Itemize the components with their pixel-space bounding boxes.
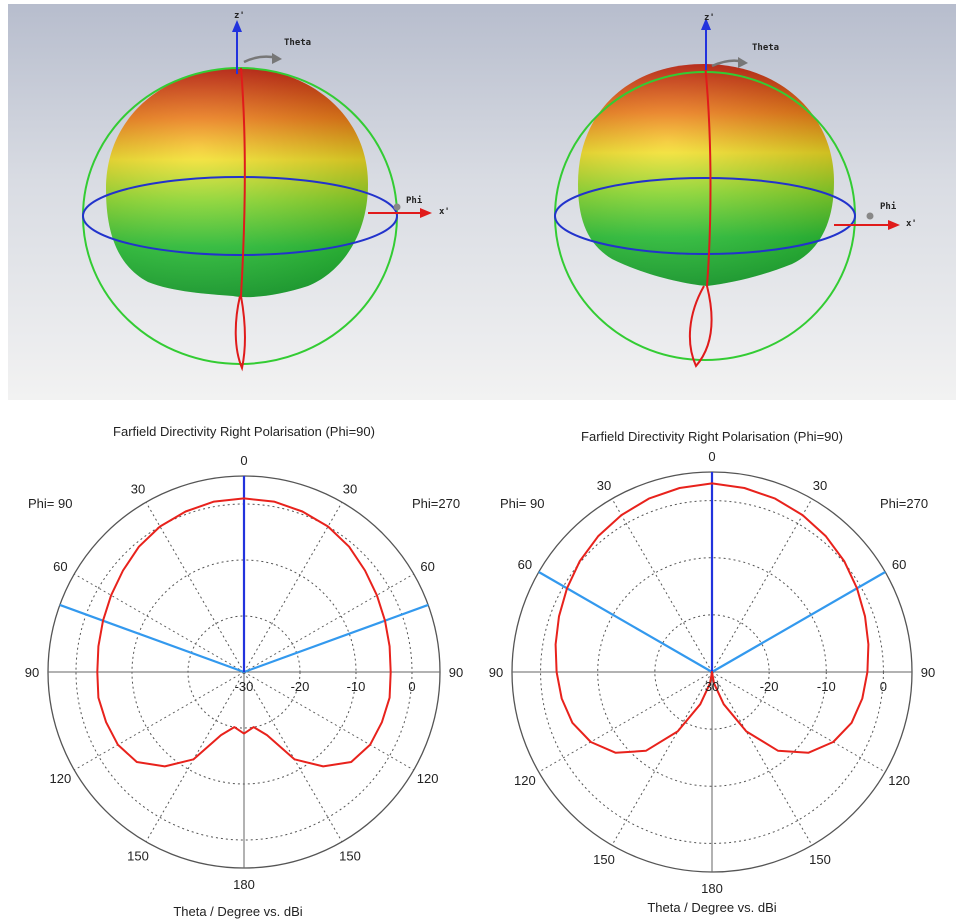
polar-title: Farfield Directivity Right Polarisation … bbox=[113, 424, 375, 439]
polar-xlabel: Theta / Degree vs. dBi bbox=[173, 904, 302, 919]
radial-tick-label: -20 bbox=[291, 679, 310, 694]
phi-circle-blue bbox=[554, 177, 856, 255]
angle-tick-label: 60 bbox=[53, 559, 67, 574]
z-axis-label: z' bbox=[704, 13, 715, 23]
angle-tick-label: 60 bbox=[892, 557, 906, 572]
angle-tick-label: 150 bbox=[809, 852, 831, 867]
radial-tick-label: 0 bbox=[408, 679, 415, 694]
polar-grid-spoke bbox=[711, 498, 813, 673]
z-axis-label: z' bbox=[234, 11, 245, 21]
angle-tick-label: 90 bbox=[489, 665, 503, 680]
polar-grid-spoke bbox=[74, 671, 245, 771]
angle-tick-label: 30 bbox=[597, 478, 611, 493]
radial-tick-label: -10 bbox=[817, 679, 836, 694]
polar-grid-spoke bbox=[711, 671, 886, 773]
beam-width-line bbox=[59, 603, 245, 674]
farfield-3d-view-left: z' Theta x' Phi bbox=[8, 4, 488, 400]
polar-xlabel: Theta / Degree vs. dBi bbox=[647, 900, 776, 915]
angle-tick-label: 120 bbox=[50, 771, 72, 786]
farfield-3d-svg-right: z' Theta x' Phi bbox=[554, 13, 917, 368]
angle-tick-label: 150 bbox=[127, 849, 149, 864]
beam-width-line bbox=[711, 571, 886, 673]
directivity-pattern-curve bbox=[96, 497, 392, 768]
polar-grid-spoke bbox=[711, 671, 813, 846]
radial-tick-label: -30 bbox=[235, 679, 254, 694]
phi-label: Phi bbox=[406, 195, 423, 206]
angle-tick-label: 90 bbox=[25, 665, 39, 680]
angle-tick-label: 60 bbox=[420, 559, 434, 574]
angle-tick-label: 150 bbox=[339, 849, 361, 864]
farfield-3d-svg-left: z' Theta x' Phi bbox=[82, 11, 450, 372]
phi-marker bbox=[393, 203, 401, 211]
polar-title: Farfield Directivity Right Polarisation … bbox=[581, 429, 843, 444]
phi-left-label: Phi= 90 bbox=[500, 496, 544, 511]
polar-grid-spoke bbox=[611, 498, 713, 673]
angle-tick-label: 150 bbox=[593, 852, 615, 867]
phi-circle-blue bbox=[82, 176, 398, 256]
angle-tick-label: 120 bbox=[888, 773, 910, 788]
angle-tick-label: 90 bbox=[449, 665, 463, 680]
directivity-pattern-curve bbox=[554, 482, 870, 754]
phi-left-label: Phi= 90 bbox=[28, 496, 72, 511]
phi-right-label: Phi=270 bbox=[880, 496, 928, 511]
angle-tick-label: 30 bbox=[131, 481, 145, 496]
radial-tick-label: 0 bbox=[880, 679, 887, 694]
angle-tick-label: 120 bbox=[514, 773, 536, 788]
theta-cut-red bbox=[234, 67, 246, 372]
farfield-3d-view-right: z' Theta x' Phi bbox=[482, 4, 956, 400]
angle-tick-label: 120 bbox=[417, 771, 439, 786]
polar-grid-spoke bbox=[243, 573, 414, 673]
x-axis-label: x' bbox=[906, 219, 917, 229]
polar-plot-left: Farfield Directivity Right Polarisation … bbox=[25, 424, 463, 919]
beam-width-line bbox=[243, 603, 429, 674]
polar-grid-spoke bbox=[243, 502, 343, 673]
theta-label: Theta bbox=[284, 38, 311, 48]
theta-cut-red bbox=[688, 63, 713, 368]
angle-tick-label: 30 bbox=[343, 481, 357, 496]
angle-tick-label: 0 bbox=[708, 449, 715, 464]
phi-right-label: Phi=270 bbox=[412, 496, 460, 511]
phi-marker bbox=[866, 212, 874, 220]
angle-tick-label: 90 bbox=[921, 665, 935, 680]
angle-tick-label: 180 bbox=[701, 881, 723, 896]
theta-label: Theta bbox=[752, 43, 779, 53]
angle-tick-label: 60 bbox=[518, 557, 532, 572]
polar-grid-spoke bbox=[74, 573, 245, 673]
polar-grid-spoke bbox=[611, 671, 713, 846]
angle-tick-label: 180 bbox=[233, 877, 255, 892]
radial-tick-label: -20 bbox=[760, 679, 779, 694]
phi-label: Phi bbox=[880, 201, 897, 212]
radial-tick-label: -10 bbox=[347, 679, 366, 694]
polar-grid-spoke bbox=[538, 671, 713, 773]
x-axis-label: x' bbox=[439, 207, 450, 217]
beam-width-line bbox=[538, 571, 713, 673]
polar-grid-spoke bbox=[243, 671, 414, 771]
angle-tick-label: 0 bbox=[240, 453, 247, 468]
polar-plot-right: Farfield Directivity Right Polarisation … bbox=[489, 429, 935, 915]
polar-grid-spoke bbox=[145, 502, 245, 673]
angle-tick-label: 30 bbox=[813, 478, 827, 493]
radial-tick-label: 30 bbox=[705, 679, 719, 694]
